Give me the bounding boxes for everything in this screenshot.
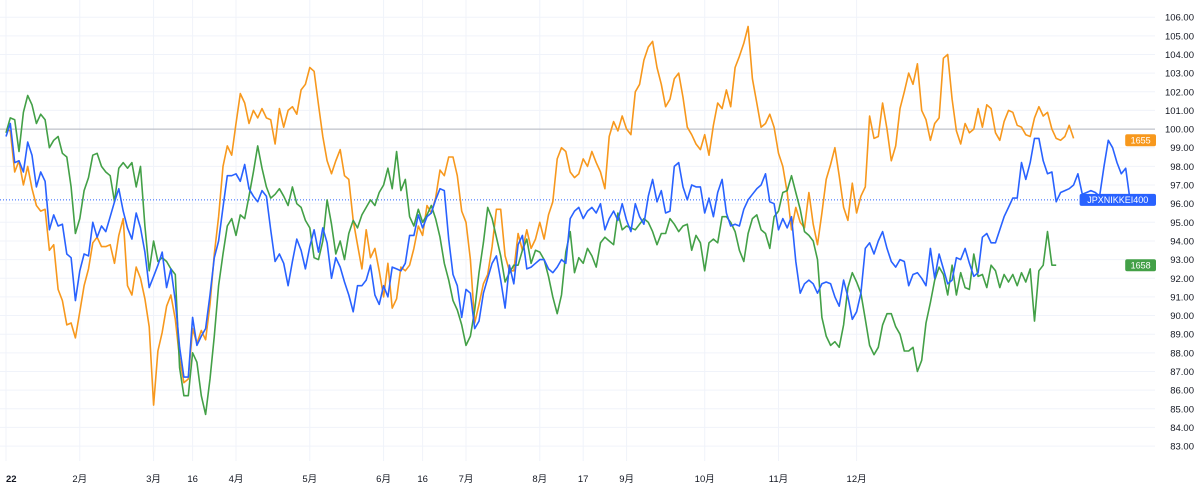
tag-label: 1658 [1131, 261, 1151, 271]
x-tick-label: 6月 [376, 474, 391, 485]
series-line-1658 [5, 94, 1057, 416]
y-tick-label: 101.00 [1165, 106, 1194, 117]
x-tick-label: 2月 [72, 474, 87, 485]
x-tick-label: 22 [6, 474, 17, 485]
x-tick-label: 7月 [459, 474, 474, 485]
x-tick-label: 4月 [229, 474, 244, 485]
y-tick-label: 99.00 [1170, 143, 1194, 154]
x-tick-label: 12月 [847, 474, 867, 485]
y-tick-label: 105.00 [1165, 31, 1194, 42]
series-line-jpxnikkei400 [5, 122, 1131, 378]
x-tick-label: 16 [187, 474, 198, 485]
x-tick-label: 9月 [619, 474, 634, 485]
y-tick-label: 88.00 [1170, 348, 1194, 359]
y-tick-label: 86.00 [1170, 386, 1194, 397]
x-tick-label: 16 [417, 474, 428, 485]
series-line-1655 [5, 25, 1075, 406]
tag-label: JPXNIKKEI400 [1087, 195, 1148, 205]
y-tick-label: 87.00 [1170, 367, 1194, 378]
tag-background [1125, 259, 1156, 272]
last-value-tag-1655: 1655 [1125, 134, 1156, 147]
y-tick-label: 84.00 [1170, 423, 1194, 434]
y-tick-label: 91.00 [1170, 292, 1194, 303]
y-tick-label: 92.00 [1170, 274, 1194, 285]
grid [0, 0, 1155, 461]
y-tick-label: 97.00 [1170, 181, 1194, 192]
x-tick-label: 8月 [532, 474, 547, 485]
x-tick-label: 11月 [769, 474, 788, 485]
y-tick-label: 103.00 [1165, 69, 1194, 80]
y-tick-label: 96.00 [1170, 199, 1194, 210]
last-value-tag-1658: 1658 [1125, 259, 1156, 272]
y-tick-label: 104.00 [1165, 50, 1194, 61]
x-tick-label: 5月 [302, 474, 317, 485]
y-tick-label: 102.00 [1165, 87, 1194, 98]
y-tick-label: 95.00 [1170, 218, 1194, 229]
x-tick-label: 3月 [146, 474, 161, 485]
last-value-tag-jpxnikkei400: JPXNIKKEI400 [1079, 193, 1156, 206]
x-tick-label: 17 [578, 474, 589, 485]
series-layer [5, 25, 1131, 416]
tag-background [1079, 193, 1156, 206]
tag-label: 1655 [1131, 136, 1151, 146]
x-tick-label: 10月 [695, 474, 715, 485]
y-tick-label: 89.00 [1170, 330, 1194, 341]
y-tick-label: 94.00 [1170, 236, 1194, 247]
last-value-tags: JPXNIKKEI400 1655 1658 [1079, 134, 1156, 272]
y-tick-label: 93.00 [1170, 255, 1194, 266]
y-tick-label: 98.00 [1170, 162, 1194, 173]
y-tick-label: 83.00 [1170, 442, 1194, 453]
y-tick-label: 106.00 [1165, 13, 1194, 24]
y-axis: 83.00 84.00 85.00 86.00 87.00 88.00 89.00 90.00… [1165, 13, 1194, 453]
y-tick-label: 85.00 [1170, 404, 1194, 415]
tag-background [1125, 134, 1156, 147]
y-tick-label: 90.00 [1170, 311, 1194, 322]
y-tick-label: 100.00 [1165, 125, 1194, 136]
x-axis: 22 2月 3月 16 4月 5月 6月 16 7月 8月 17 9月 10月 11月 12月 [6, 474, 867, 485]
